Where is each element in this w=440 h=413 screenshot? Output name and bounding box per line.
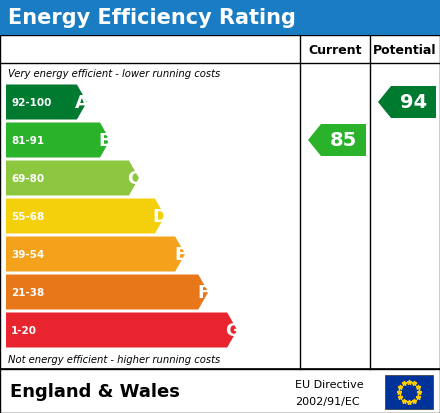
Polygon shape bbox=[6, 123, 110, 158]
Text: 85: 85 bbox=[330, 131, 357, 150]
Polygon shape bbox=[6, 313, 237, 348]
Text: G: G bbox=[225, 321, 240, 339]
Polygon shape bbox=[6, 161, 139, 196]
Text: F: F bbox=[197, 283, 209, 301]
Text: 81-91: 81-91 bbox=[11, 136, 44, 146]
Polygon shape bbox=[6, 85, 87, 120]
Bar bbox=[0, 0, 440, 36]
Text: Not energy efficient - higher running costs: Not energy efficient - higher running co… bbox=[8, 354, 220, 364]
Text: B: B bbox=[98, 132, 112, 150]
Polygon shape bbox=[6, 199, 165, 234]
Text: E: E bbox=[174, 245, 186, 263]
Polygon shape bbox=[378, 87, 436, 119]
Bar bbox=[0, 36, 440, 369]
Text: England & Wales: England & Wales bbox=[10, 382, 180, 400]
Polygon shape bbox=[6, 275, 208, 310]
Text: 39-54: 39-54 bbox=[11, 249, 44, 259]
Text: Energy Efficiency Rating: Energy Efficiency Rating bbox=[8, 8, 296, 28]
Text: 1-20: 1-20 bbox=[11, 325, 37, 335]
Text: 21-38: 21-38 bbox=[11, 287, 44, 297]
Polygon shape bbox=[6, 237, 185, 272]
Text: C: C bbox=[127, 170, 140, 188]
Polygon shape bbox=[308, 125, 366, 157]
Bar bbox=[0, 369, 440, 413]
Text: A: A bbox=[75, 94, 89, 112]
Text: EU Directive: EU Directive bbox=[295, 380, 363, 389]
Text: Current: Current bbox=[308, 43, 362, 56]
Bar bbox=[385, 375, 433, 409]
Text: 69-80: 69-80 bbox=[11, 173, 44, 183]
Text: 55-68: 55-68 bbox=[11, 211, 44, 221]
Text: Very energy efficient - lower running costs: Very energy efficient - lower running co… bbox=[8, 69, 220, 79]
Text: D: D bbox=[152, 207, 168, 225]
Text: 94: 94 bbox=[400, 93, 427, 112]
Text: 2002/91/EC: 2002/91/EC bbox=[295, 396, 359, 406]
Text: 92-100: 92-100 bbox=[11, 98, 51, 108]
Text: Potential: Potential bbox=[373, 43, 437, 56]
